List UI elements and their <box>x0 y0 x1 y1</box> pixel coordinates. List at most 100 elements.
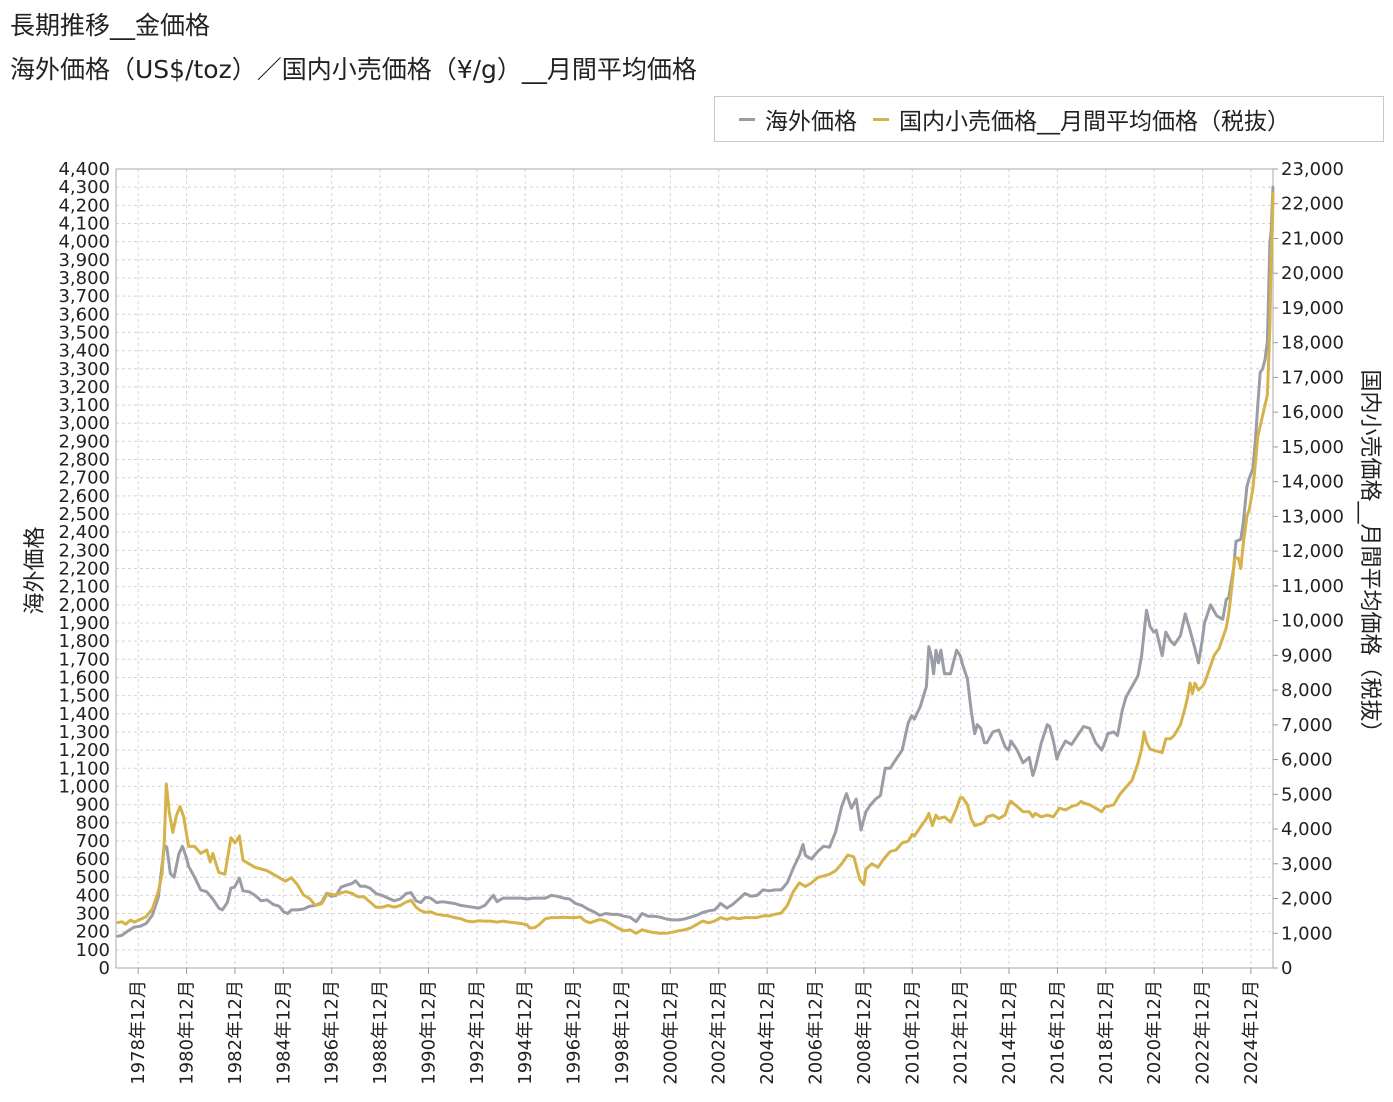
y-left-tick-label: 2,300 <box>58 540 110 561</box>
y-left-tick-label: 2,700 <box>58 468 110 489</box>
y-left-tick-label: 2,900 <box>58 431 110 452</box>
y-left-tick-label: 4,000 <box>58 232 110 253</box>
y-left-tick-label: 3,300 <box>58 359 110 380</box>
y-left-tick-label: 3,600 <box>58 304 110 325</box>
y-left-tick-label: 3,200 <box>58 377 110 398</box>
x-tick-label: 1982年12月 <box>225 980 246 1085</box>
y-left-tick-label: 300 <box>76 904 110 925</box>
x-tick-label: 1980年12月 <box>177 980 198 1085</box>
y-right-tick-label: 1,000 <box>1281 923 1333 944</box>
y-left-tick-label: 800 <box>76 813 110 834</box>
y-left-tick-label: 2,000 <box>58 595 110 616</box>
legend-swatch-overseas <box>739 117 755 121</box>
y-left-tick-label: 200 <box>76 922 110 943</box>
chart-subtitle: 海外価格（US$/toz）／国内小売価格（¥/g）__月間平均価格 <box>10 55 697 84</box>
y-right-tick-label: 9,000 <box>1281 645 1333 666</box>
y-left-tick-label: 1,000 <box>58 776 110 797</box>
y-left-tick-label: 600 <box>76 849 110 870</box>
y-left-tick-label: 1,300 <box>58 722 110 743</box>
x-tick-label: 1996年12月 <box>564 980 585 1085</box>
y-right-tick-label: 14,000 <box>1281 472 1344 493</box>
y-left-tick-label: 3,100 <box>58 395 110 416</box>
legend-label-overseas: 海外価格 <box>765 109 857 135</box>
x-tick-label: 2012年12月 <box>951 980 972 1085</box>
x-tick-label: 2002年12月 <box>709 980 730 1085</box>
y-left-tick-label: 3,000 <box>58 413 110 434</box>
x-tick-label: 2004年12月 <box>757 980 778 1085</box>
x-tick-label: 2024年12月 <box>1241 980 1262 1085</box>
x-tick-label: 2016年12月 <box>1047 980 1068 1085</box>
x-tick-label: 2018年12月 <box>1096 980 1117 1085</box>
x-tick-label: 2022年12月 <box>1193 980 1214 1085</box>
y-right-tick-label: 15,000 <box>1281 437 1344 458</box>
y-left-tick-label: 3,700 <box>58 286 110 307</box>
series-line-domestic <box>116 191 1275 935</box>
y-right-tick-label: 18,000 <box>1281 333 1344 354</box>
y-left-tick-label: 0 <box>99 958 110 979</box>
y-left-tick-label: 1,500 <box>58 686 110 707</box>
y-left-tick-label: 4,100 <box>58 213 110 234</box>
y-left-tick-label: 1,900 <box>58 613 110 634</box>
y-left-tick-label: 2,600 <box>58 486 110 507</box>
y-left-tick-label: 2,100 <box>58 577 110 598</box>
y-right-tick-label: 13,000 <box>1281 506 1344 527</box>
y-axis-title-left: 海外価格 <box>23 526 48 614</box>
y-right-tick-label: 17,000 <box>1281 367 1344 388</box>
y-left-tick-label: 3,900 <box>58 250 110 271</box>
y-right-tick-label: 22,000 <box>1281 194 1344 215</box>
x-tick-label: 2010年12月 <box>902 980 923 1085</box>
y-left-tick-label: 700 <box>76 831 110 852</box>
y-left-tick-label: 4,400 <box>58 159 110 180</box>
y-left-tick-label: 1,100 <box>58 758 110 779</box>
y-left-tick-label: 2,800 <box>58 450 110 471</box>
x-tick-label: 2008年12月 <box>854 980 875 1085</box>
legend-label-domestic: 国内小売価格__月間平均価格（税抜） <box>899 109 1290 135</box>
y-right-tick-label: 20,000 <box>1281 263 1344 284</box>
left-y-axis: 01002003004005006007008009001,0001,1001,… <box>58 159 110 979</box>
y-left-tick-label: 3,800 <box>58 268 110 289</box>
grid-lines <box>116 168 1273 969</box>
y-right-tick-label: 5,000 <box>1281 784 1333 805</box>
y-axis-title-right: 国内小売価格__月間平均価格（税抜） <box>1357 369 1382 743</box>
y-left-tick-label: 1,700 <box>58 649 110 670</box>
y-right-tick-label: 3,000 <box>1281 854 1333 875</box>
y-right-tick-label: 4,000 <box>1281 819 1333 840</box>
y-right-tick-label: 16,000 <box>1281 402 1344 423</box>
y-right-tick-label: 7,000 <box>1281 715 1333 736</box>
x-tick-label: 2006年12月 <box>805 980 826 1085</box>
y-right-tick-label: 2,000 <box>1281 889 1333 910</box>
legend-swatch-domestic <box>873 117 889 121</box>
y-right-tick-label: 0 <box>1281 958 1292 979</box>
y-left-tick-label: 2,400 <box>58 522 110 543</box>
y-left-tick-label: 100 <box>76 940 110 961</box>
y-right-tick-label: 11,000 <box>1281 576 1344 597</box>
y-right-tick-label: 8,000 <box>1281 680 1333 701</box>
y-left-tick-label: 900 <box>76 795 110 816</box>
x-tick-label: 1994年12月 <box>515 980 536 1085</box>
y-left-tick-label: 4,300 <box>58 177 110 198</box>
chart-title: 長期推移__金価格 <box>10 11 211 40</box>
y-right-tick-label: 21,000 <box>1281 228 1344 249</box>
y-right-tick-label: 19,000 <box>1281 298 1344 319</box>
x-tick-label: 1988年12月 <box>370 980 391 1085</box>
y-right-tick-label: 12,000 <box>1281 541 1344 562</box>
y-right-tick-label: 10,000 <box>1281 611 1344 632</box>
y-right-tick-label: 6,000 <box>1281 750 1333 771</box>
series-lines <box>116 185 1275 938</box>
x-tick-label: 1998年12月 <box>612 980 633 1085</box>
plot-area <box>115 168 1274 969</box>
y-left-tick-label: 2,200 <box>58 559 110 580</box>
legend-item-domestic[interactable]: 国内小売価格__月間平均価格（税抜） <box>873 102 1290 136</box>
legend: 海外価格 国内小売価格__月間平均価格（税抜） <box>714 96 1384 142</box>
y-left-tick-label: 1,600 <box>58 667 110 688</box>
y-left-tick-label: 1,200 <box>58 740 110 761</box>
y-left-tick-label: 1,400 <box>58 704 110 725</box>
legend-item-overseas[interactable]: 海外価格 <box>739 102 857 136</box>
series-line-overseas <box>116 185 1275 938</box>
right-y-axis: 0 1,000 2,000 3,000 4,000 5,000 6,000 7,000 8,00… <box>1273 159 1344 979</box>
y-left-tick-label: 3,500 <box>58 322 110 343</box>
x-tick-label: 2000年12月 <box>660 980 681 1085</box>
y-left-tick-label: 3,400 <box>58 341 110 362</box>
y-left-tick-label: 400 <box>76 885 110 906</box>
